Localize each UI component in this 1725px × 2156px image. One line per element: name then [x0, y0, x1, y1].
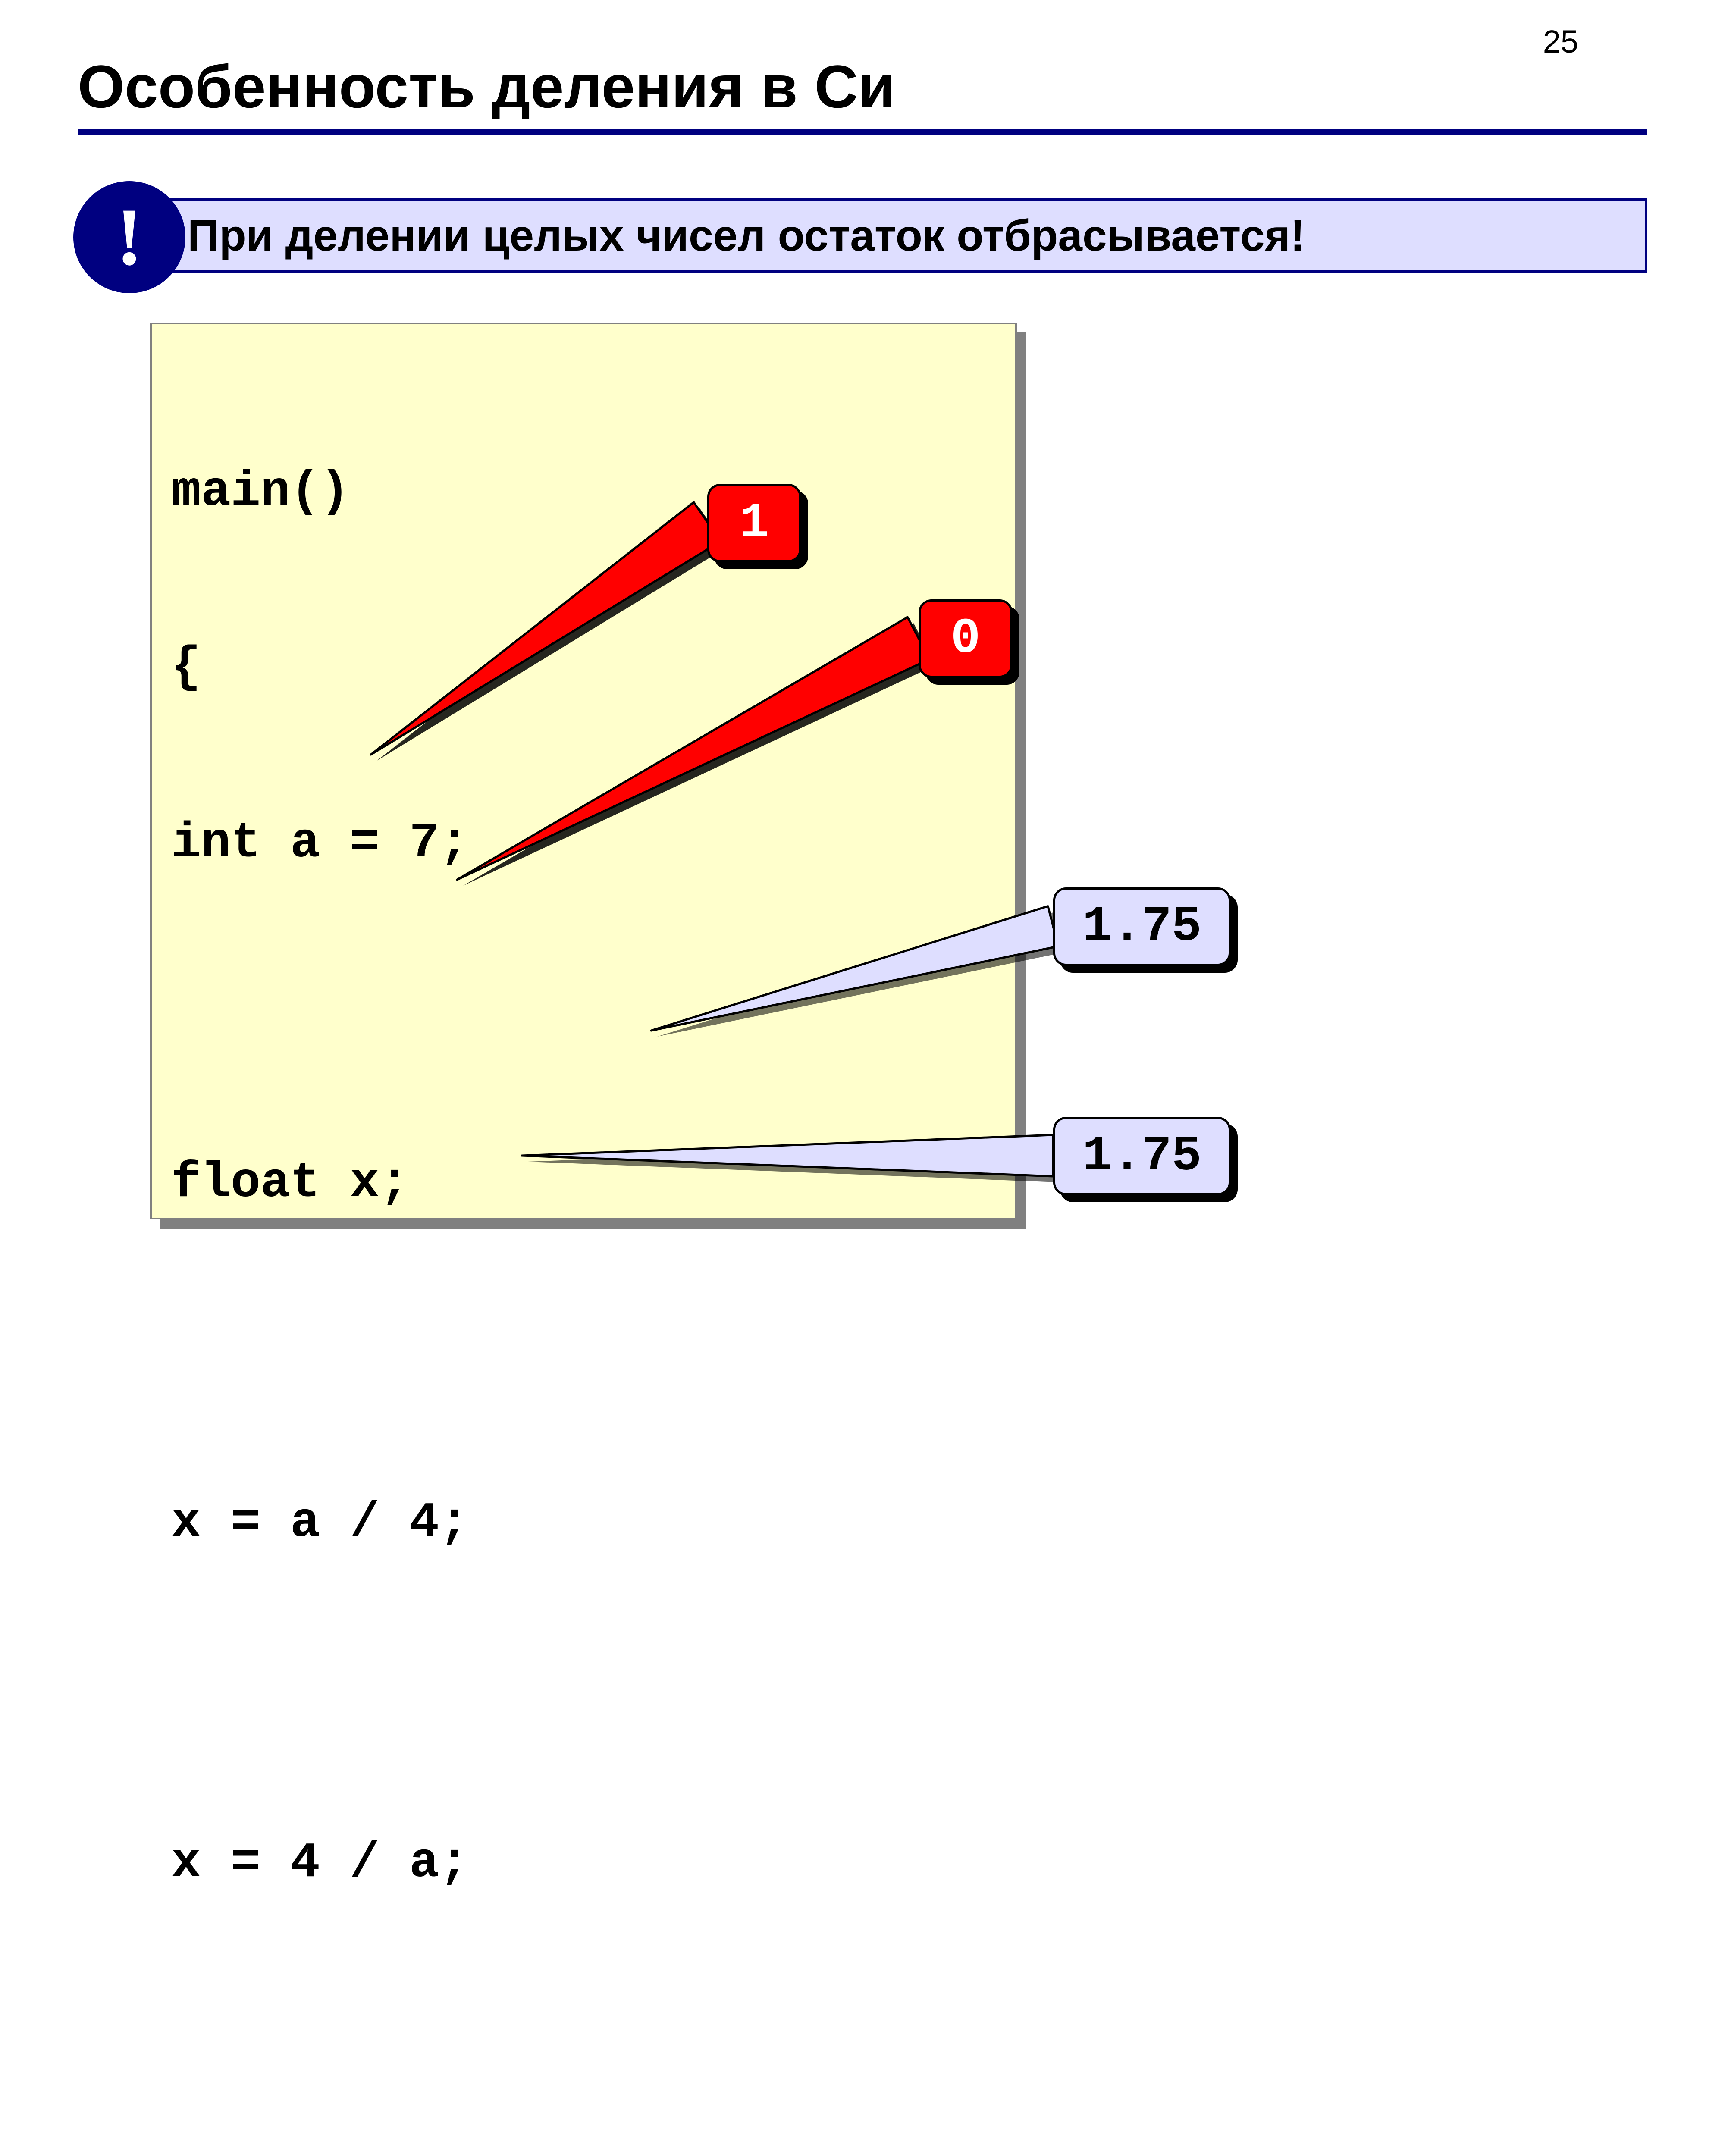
callout-c2: 0 [919, 599, 1013, 678]
code-line: main() [171, 463, 996, 521]
title-underline [78, 129, 1647, 135]
callout-c3: 1.75 [1053, 887, 1231, 966]
code-line: { [171, 638, 996, 697]
exclamation-icon: ! [73, 181, 185, 293]
page-number: 25 [1543, 23, 1578, 60]
code-line: x = 4 / a; [171, 1834, 996, 1893]
callout-c4: 1.75 [1053, 1117, 1231, 1195]
code-line: int a = 7; [171, 814, 996, 873]
warning-banner: При делении целых чисел остаток отбрасыв… [151, 198, 1647, 273]
code-line: float x; [171, 1154, 996, 1213]
slide: 25 Особенность деления в Си При делении … [0, 0, 1725, 1294]
page-title: Особенность деления в Си [78, 52, 1647, 122]
callout-c1: 1 [707, 484, 801, 562]
code-line: x = a / 4; [171, 1494, 996, 1552]
code-block: main() { int a = 7; float x; x = a / 4; … [150, 323, 1017, 1219]
warning-text: При делении целых чисел остаток отбрасыв… [151, 198, 1647, 273]
